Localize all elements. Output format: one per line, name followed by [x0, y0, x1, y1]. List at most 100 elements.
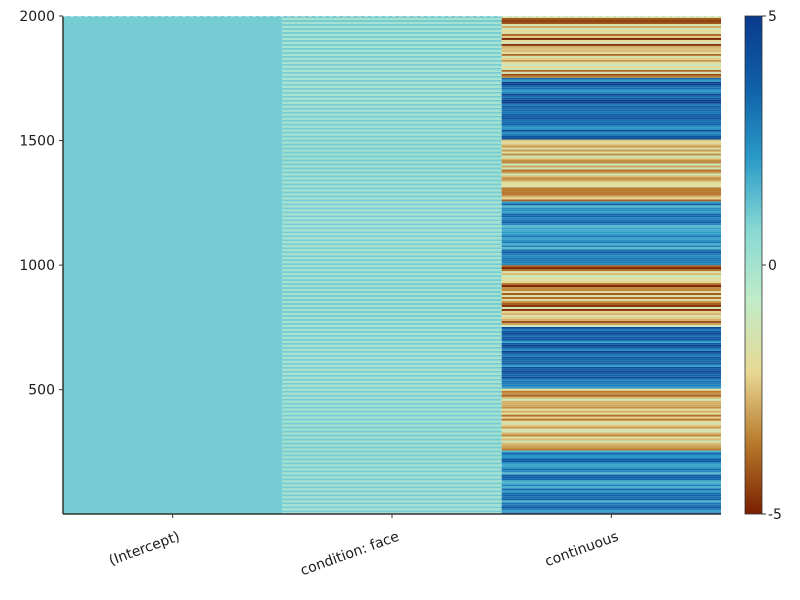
heatmap-cell [501, 500, 721, 503]
colorbar-tick-label: 0 [768, 258, 777, 274]
heatmap-cell [501, 466, 721, 469]
heatmap-cell [501, 111, 721, 114]
heatmap-cell [501, 69, 721, 72]
heatmap-cell [282, 71, 502, 74]
heatmap-cell [282, 490, 502, 493]
heatmap-cell [282, 109, 502, 112]
heatmap-cell [282, 508, 502, 511]
heatmap-cell [282, 368, 502, 371]
heatmap-cell [282, 99, 502, 102]
heatmap-cell [501, 81, 721, 84]
heatmap-cell [501, 39, 721, 42]
heatmap-cell [501, 358, 721, 361]
heatmap-cell [501, 129, 721, 132]
heatmap-cell [282, 129, 502, 132]
heatmap-cell [501, 161, 721, 164]
heatmap-cell [501, 137, 721, 140]
heatmap-cell [282, 199, 502, 202]
heatmap-cell [501, 123, 721, 126]
heatmap-cell [501, 67, 721, 70]
heatmap-cell [501, 229, 721, 232]
heatmap-cell [282, 312, 502, 315]
heatmap-cell [282, 408, 502, 411]
heatmap-cell [501, 291, 721, 294]
heatmap-cell [501, 384, 721, 387]
heatmap-cell [63, 16, 283, 514]
heatmap-cell [282, 235, 502, 238]
heatmap-cell [501, 374, 721, 377]
heatmap-cell [282, 247, 502, 250]
heatmap-cell [282, 450, 502, 453]
heatmap-cell [501, 442, 721, 445]
heatmap-cell [501, 169, 721, 172]
heatmap-cell [501, 189, 721, 192]
heatmap-cell [282, 456, 502, 459]
heatmap-cell [501, 233, 721, 236]
heatmap-cell [282, 149, 502, 152]
heatmap-cell [501, 324, 721, 327]
heatmap-cell [282, 31, 502, 34]
heatmap-cell [282, 163, 502, 166]
heatmap-cell [501, 43, 721, 46]
heatmap-cell [501, 279, 721, 282]
heatmap-cell [282, 55, 502, 58]
colorbar-tick-label: -5 [768, 507, 782, 523]
heatmap-cell [282, 446, 502, 449]
heatmap-cell [501, 285, 721, 288]
heatmap-cell [501, 322, 721, 325]
heatmap-cell [282, 322, 502, 325]
heatmap-cell [501, 472, 721, 475]
heatmap-cell [282, 502, 502, 505]
heatmap-cell [282, 139, 502, 142]
heatmap-cell [501, 482, 721, 485]
heatmap-cell [282, 412, 502, 415]
heatmap-cell [282, 295, 502, 298]
heatmap-cell [282, 167, 502, 170]
heatmap-cell [501, 57, 721, 60]
heatmap-cell [501, 287, 721, 290]
heatmap-cell [282, 201, 502, 204]
heatmap-cell [282, 436, 502, 439]
heatmap-cell [282, 111, 502, 114]
heatmap-cell [501, 478, 721, 481]
heatmap-cell [501, 153, 721, 156]
heatmap-cell [282, 41, 502, 44]
heatmap-cell [501, 496, 721, 499]
heatmap-cell [501, 113, 721, 116]
heatmap-cell [282, 342, 502, 345]
heatmap-cell [501, 19, 721, 22]
heatmap-cell [282, 229, 502, 232]
heatmap-cell [282, 460, 502, 463]
heatmap-cell [282, 364, 502, 367]
heatmap-cell [501, 195, 721, 198]
heatmap-cell [501, 408, 721, 411]
heatmap-cells [63, 16, 721, 515]
heatmap-cell [501, 45, 721, 48]
heatmap-cell [282, 332, 502, 335]
heatmap-cell [501, 306, 721, 309]
heatmap-cell [282, 390, 502, 393]
heatmap-cell [282, 350, 502, 353]
heatmap-cell [501, 428, 721, 431]
heatmap-cell [282, 388, 502, 391]
heatmap-cell [501, 199, 721, 202]
heatmap-cell [501, 342, 721, 345]
heatmap-cell [282, 358, 502, 361]
heatmap-cell [282, 348, 502, 351]
heatmap-cell [501, 300, 721, 303]
heatmap-cell [501, 504, 721, 507]
heatmap-cell [282, 165, 502, 168]
heatmap-cell [282, 97, 502, 100]
heatmap-cell [282, 145, 502, 148]
heatmap-cell [282, 91, 502, 94]
heatmap-cell [282, 382, 502, 385]
heatmap-column-1 [63, 16, 283, 514]
heatmap-cell [501, 85, 721, 88]
heatmap-cell [282, 299, 502, 301]
heatmap-cell [282, 65, 502, 68]
heatmap-cell [282, 117, 502, 120]
heatmap-cell [501, 312, 721, 315]
heatmap-cell [282, 93, 502, 96]
heatmap-cell [282, 105, 502, 108]
heatmap-cell [282, 175, 502, 178]
